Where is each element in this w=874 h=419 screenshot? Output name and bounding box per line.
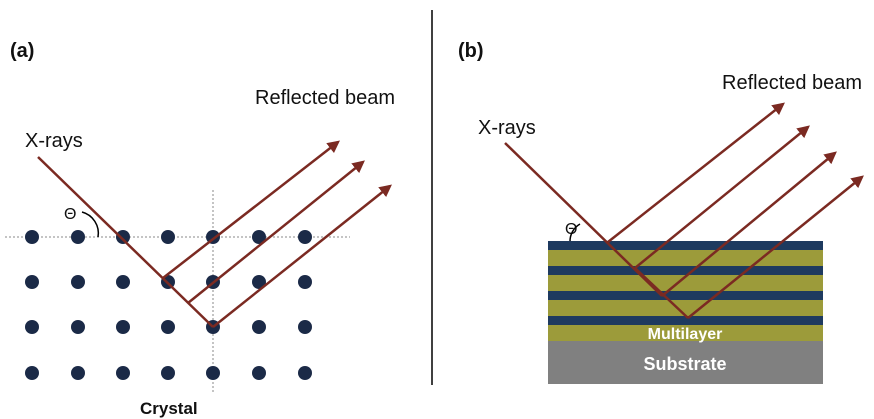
atom — [116, 275, 130, 289]
atom — [25, 275, 39, 289]
incident-beam — [38, 157, 213, 327]
figure: (a) Reflected beam X-rays Θ Crystal (b) … — [0, 0, 874, 419]
atom — [116, 320, 130, 334]
atom — [298, 320, 312, 334]
layer — [548, 266, 823, 275]
atom — [298, 275, 312, 289]
panel-b: (b) Reflected beam X-rays Θ Multilayer S… — [458, 40, 862, 384]
reflected-beam — [608, 104, 783, 242]
layer — [548, 291, 823, 300]
atom — [161, 366, 175, 380]
atom — [298, 230, 312, 244]
atom — [206, 366, 220, 380]
atom — [71, 320, 85, 334]
multilayer-label: Multilayer — [648, 326, 723, 343]
reflected-label: Reflected beam — [722, 72, 862, 94]
atom — [252, 366, 266, 380]
atom — [71, 275, 85, 289]
atom — [161, 230, 175, 244]
panel-label: (b) — [458, 40, 484, 62]
incident-label: X-rays — [478, 117, 536, 139]
atom — [25, 230, 39, 244]
caption: Crystal — [140, 399, 198, 418]
reflected-label: Reflected beam — [255, 87, 395, 109]
incident-label: X-rays — [25, 130, 83, 152]
atom — [25, 366, 39, 380]
angle-arc — [82, 212, 98, 237]
atom — [161, 320, 175, 334]
lattice — [25, 230, 312, 380]
atom — [252, 320, 266, 334]
substrate-label: Substrate — [643, 354, 726, 374]
atom — [25, 320, 39, 334]
panel-label: (a) — [10, 40, 34, 62]
atom — [298, 366, 312, 380]
atom — [71, 230, 85, 244]
angle-label: Θ — [64, 206, 76, 223]
atom — [116, 366, 130, 380]
atom — [116, 230, 130, 244]
reflected-beam — [163, 142, 338, 278]
panel-a: (a) Reflected beam X-rays Θ Crystal — [5, 40, 395, 418]
reflected-beam — [213, 186, 390, 327]
atom — [71, 366, 85, 380]
